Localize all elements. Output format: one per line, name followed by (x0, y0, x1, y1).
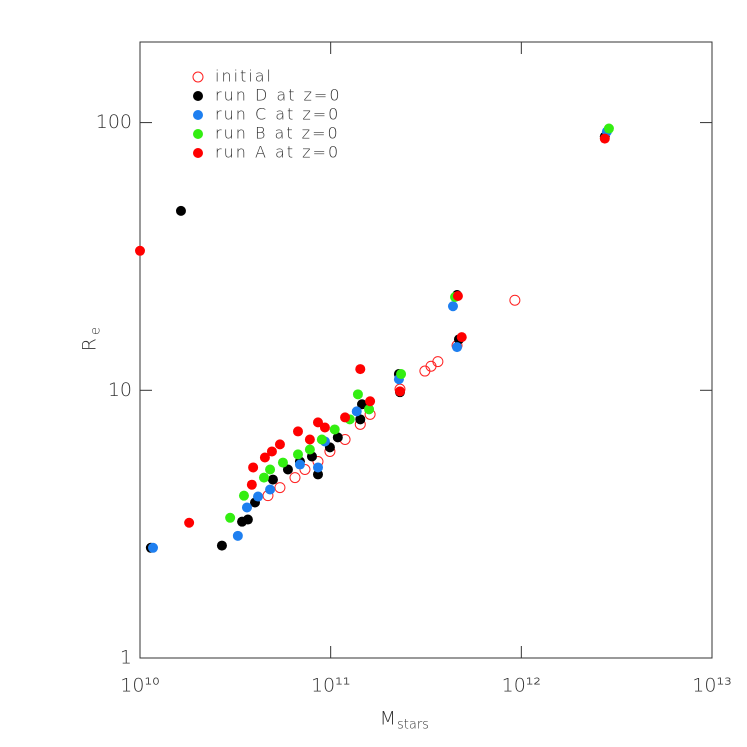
y-tick-label: 100 (96, 111, 132, 133)
x-axis-label-subscript: stars (397, 718, 429, 733)
x-tick-label: 10¹⁰ (120, 675, 159, 697)
point (447, 301, 458, 312)
x-tick-label: 10¹³ (692, 675, 731, 697)
legend-marker (193, 110, 203, 120)
point (241, 502, 252, 513)
point (148, 542, 159, 553)
point (351, 406, 362, 417)
point (456, 332, 467, 343)
point (452, 291, 463, 302)
point (355, 364, 366, 375)
point (294, 459, 305, 470)
point (225, 512, 236, 523)
y-tick-label: 1 (120, 647, 132, 669)
point (432, 356, 444, 368)
plot-frame (139, 41, 713, 659)
point (352, 389, 363, 400)
legend-label: run C at z=0 (215, 105, 340, 124)
y-tick-label: 10 (108, 379, 132, 401)
y-axis-label: R (79, 338, 101, 351)
point (292, 449, 303, 460)
point (248, 462, 259, 473)
legend-marker (193, 91, 203, 101)
point (266, 446, 277, 457)
point (394, 386, 405, 397)
point (329, 424, 340, 435)
point (304, 434, 315, 445)
point (289, 472, 301, 484)
point (292, 426, 303, 437)
y-axis-label-subscript: e (89, 327, 104, 335)
point (355, 414, 366, 425)
point (312, 417, 323, 428)
legend-label: run A at z=0 (215, 143, 340, 162)
point (312, 469, 323, 480)
x-tick-label: 10¹² (502, 675, 541, 697)
point (267, 474, 278, 485)
point (365, 396, 376, 407)
point (232, 530, 243, 541)
point (364, 404, 375, 415)
point (304, 444, 315, 455)
point (246, 479, 257, 490)
point (599, 133, 610, 144)
point (238, 490, 249, 501)
point (253, 491, 264, 502)
point (357, 399, 368, 410)
point (396, 369, 407, 380)
legend-marker (192, 71, 204, 83)
point (216, 540, 227, 551)
point (603, 123, 614, 134)
point (340, 412, 351, 423)
point (282, 464, 293, 475)
point (319, 422, 330, 433)
x-tick-label: 10¹¹ (311, 675, 350, 697)
point (452, 342, 463, 353)
legend-label: run B at z=0 (215, 124, 340, 143)
x-axis-label: M (380, 708, 396, 730)
point (274, 439, 285, 450)
point (332, 432, 343, 443)
point (509, 294, 521, 306)
point (242, 514, 253, 525)
point (184, 517, 195, 528)
point (258, 472, 269, 483)
legend-marker (193, 148, 203, 158)
point (265, 464, 276, 475)
legend-marker (193, 129, 203, 139)
point (312, 462, 323, 473)
point (274, 482, 286, 494)
point (277, 457, 288, 468)
point (316, 434, 327, 445)
legend-label: run D at z=0 (215, 86, 342, 105)
point (259, 452, 270, 463)
point (175, 205, 186, 216)
point (265, 484, 276, 495)
point (135, 245, 145, 256)
legend-label: initial (215, 67, 273, 86)
